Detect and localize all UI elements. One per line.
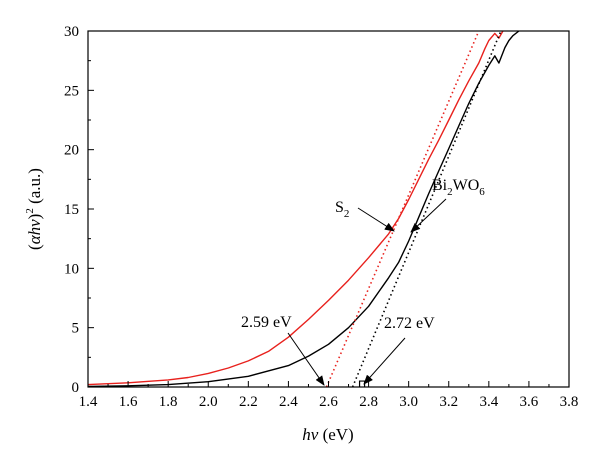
x-tick-label: 2.8: [359, 394, 378, 410]
y-tick-label: 20: [64, 143, 79, 159]
x-tick-label: 3.4: [479, 394, 498, 410]
x-tick-label: 1.8: [159, 394, 178, 410]
series-line-3: [351, 30, 502, 388]
x-tick-label: 2.0: [199, 394, 218, 410]
annotation-2-72ev-arrow: [363, 337, 406, 385]
y-tick-label: 5: [72, 321, 80, 337]
y-tick-label: 15: [64, 202, 79, 218]
baseline-step-mark: [358, 380, 366, 387]
y-tick-label: 30: [64, 24, 79, 40]
annotation-2-59ev: 2.59 eV: [241, 314, 292, 331]
annotation-s2-arrow: [357, 207, 395, 232]
annotation-2-72ev: 2.72 eV: [384, 315, 435, 332]
x-tick-label: 1.6: [119, 394, 138, 410]
annotation-s2: S2: [335, 199, 349, 220]
x-tick-label: 1.4: [79, 394, 98, 410]
y-tick-label: 25: [64, 83, 79, 99]
x-tick-label: 3.6: [520, 394, 539, 410]
series-line-0: [87, 30, 504, 386]
annotations: S2 Bi2WO6 2.59 eV 2.72 eV: [241, 177, 485, 386]
x-axis-title: hν (eV): [302, 425, 353, 444]
annotation-2-59ev-arrow: [287, 332, 325, 386]
annotation-bi2wo6-arrow: [410, 198, 447, 233]
x-tick-label: 2.2: [239, 394, 258, 410]
x-tick-label: 2.6: [319, 394, 338, 410]
x-tick-label: 3.8: [560, 394, 579, 410]
y-axis-title: (αhν)2 (a.u.): [24, 168, 44, 250]
x-tick-label: 3.2: [439, 394, 458, 410]
y-tick-label: 10: [64, 261, 79, 277]
plot-area: [87, 30, 520, 388]
series-line-1: [87, 30, 520, 388]
y-tick-label: 0: [72, 380, 80, 396]
plot-frame: [87, 30, 570, 388]
x-axis: 1.4 1.6 1.8 2.0 2.2 2.4 2.6 2.8 3.0 3.2 3.4 3.6 3.8: [79, 381, 579, 410]
y-axis: 0 5 10 15 20 25 30: [64, 24, 94, 396]
x-tick-label: 3.0: [399, 394, 418, 410]
annotation-bi2wo6: Bi2WO6: [432, 177, 485, 198]
series-line-2: [325, 30, 480, 388]
x-tick-label: 2.4: [279, 394, 298, 410]
